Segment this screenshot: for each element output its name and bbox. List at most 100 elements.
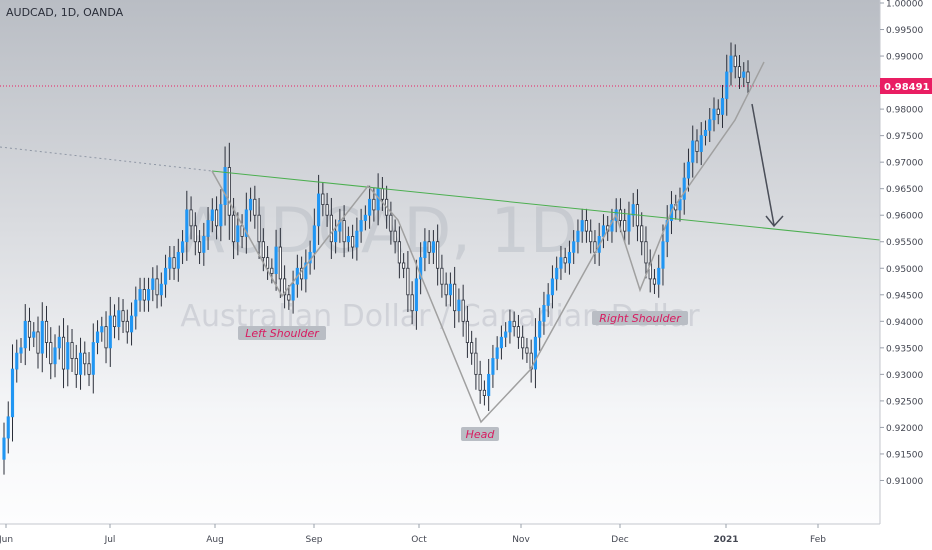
candle bbox=[406, 267, 410, 296]
candle bbox=[278, 246, 282, 280]
candle bbox=[436, 241, 440, 269]
candle bbox=[623, 220, 627, 232]
candle bbox=[393, 230, 397, 243]
symbol-title[interactable]: AUDCAD, 1D, OANDA bbox=[6, 6, 124, 19]
candle bbox=[346, 236, 350, 243]
candle bbox=[397, 241, 401, 264]
candle bbox=[146, 289, 151, 301]
candle bbox=[465, 320, 469, 343]
candle bbox=[351, 236, 355, 248]
candle bbox=[53, 347, 57, 365]
candle bbox=[414, 278, 418, 312]
candle bbox=[482, 389, 486, 396]
candle bbox=[652, 278, 657, 285]
candle bbox=[206, 220, 210, 237]
candle bbox=[321, 193, 325, 205]
candle bbox=[453, 283, 457, 312]
x-tick-label: Feb bbox=[810, 535, 826, 545]
x-tick-label: Dec bbox=[611, 535, 628, 545]
candle bbox=[478, 373, 482, 391]
candle bbox=[61, 336, 66, 370]
candle bbox=[317, 193, 321, 227]
candle bbox=[580, 220, 584, 232]
candle bbox=[491, 358, 495, 375]
y-tick-label: 0.96500 bbox=[886, 185, 923, 195]
y-tick-label: 0.93500 bbox=[886, 344, 923, 354]
candle bbox=[215, 209, 219, 227]
candle bbox=[712, 108, 716, 121]
candle bbox=[695, 140, 699, 152]
candle bbox=[108, 315, 112, 349]
x-tick-label: 2021 bbox=[713, 535, 738, 545]
candle bbox=[474, 352, 478, 375]
candle bbox=[487, 373, 491, 396]
candle bbox=[249, 198, 253, 211]
candle bbox=[57, 336, 61, 349]
candle bbox=[576, 230, 580, 243]
projection-arrow-head bbox=[765, 215, 784, 228]
candle bbox=[402, 262, 406, 269]
candle bbox=[461, 299, 465, 322]
y-tick-label: 1.00000 bbox=[886, 0, 923, 10]
candle bbox=[197, 241, 202, 253]
candle bbox=[572, 241, 576, 253]
y-tick-label: 0.91000 bbox=[886, 477, 923, 487]
candle bbox=[363, 214, 367, 221]
candle bbox=[457, 299, 461, 312]
candle bbox=[720, 98, 725, 115]
candle bbox=[159, 283, 163, 296]
head-shoulders-path bbox=[211, 61, 765, 424]
candle bbox=[36, 331, 40, 354]
x-tick-label: Jun bbox=[0, 535, 13, 545]
candle bbox=[504, 331, 508, 338]
candle bbox=[431, 241, 435, 253]
candle bbox=[163, 267, 168, 285]
candle bbox=[19, 347, 23, 354]
candle bbox=[87, 363, 91, 375]
y-tick-label: 0.99000 bbox=[886, 53, 923, 63]
candle bbox=[686, 161, 691, 179]
candle bbox=[631, 204, 635, 216]
candle bbox=[6, 416, 10, 439]
y-tick-label: 0.93000 bbox=[886, 371, 923, 381]
y-tick-label: 0.95500 bbox=[886, 238, 923, 248]
label-head: Head bbox=[466, 428, 496, 441]
candle bbox=[716, 108, 720, 115]
y-tick-label: 0.94500 bbox=[886, 291, 923, 301]
y-tick-label: 0.97000 bbox=[886, 159, 923, 169]
price-axis[interactable]: 1.000000.995000.990000.985000.980000.975… bbox=[879, 0, 932, 524]
candle bbox=[185, 209, 189, 243]
candle bbox=[134, 299, 138, 317]
y-tick-label: 0.94000 bbox=[886, 318, 923, 328]
candle bbox=[618, 209, 623, 221]
candle bbox=[261, 241, 265, 259]
candles-layer bbox=[2, 42, 750, 475]
x-tick-label: Oct bbox=[411, 535, 427, 545]
candle bbox=[559, 257, 563, 269]
candle bbox=[508, 320, 512, 333]
candle bbox=[419, 257, 423, 280]
candle bbox=[121, 310, 125, 322]
candle bbox=[427, 241, 431, 253]
candle bbox=[236, 225, 240, 243]
candle bbox=[10, 368, 15, 418]
candle bbox=[27, 320, 32, 338]
y-tick-label: 0.95000 bbox=[886, 265, 923, 275]
candle bbox=[657, 267, 661, 285]
candle bbox=[168, 257, 172, 269]
candle bbox=[440, 267, 444, 285]
candle bbox=[40, 320, 44, 354]
candle bbox=[142, 289, 146, 301]
candle bbox=[227, 167, 231, 216]
candle bbox=[180, 241, 185, 253]
candle bbox=[66, 342, 70, 370]
candle bbox=[125, 320, 129, 333]
candle bbox=[257, 214, 261, 243]
candle bbox=[372, 198, 376, 211]
candle bbox=[202, 236, 206, 253]
candle bbox=[389, 214, 393, 232]
time-axis[interactable]: Jun Jul Aug Sep Oct Nov Dec 2021 Feb bbox=[0, 523, 932, 550]
candle bbox=[368, 198, 372, 216]
